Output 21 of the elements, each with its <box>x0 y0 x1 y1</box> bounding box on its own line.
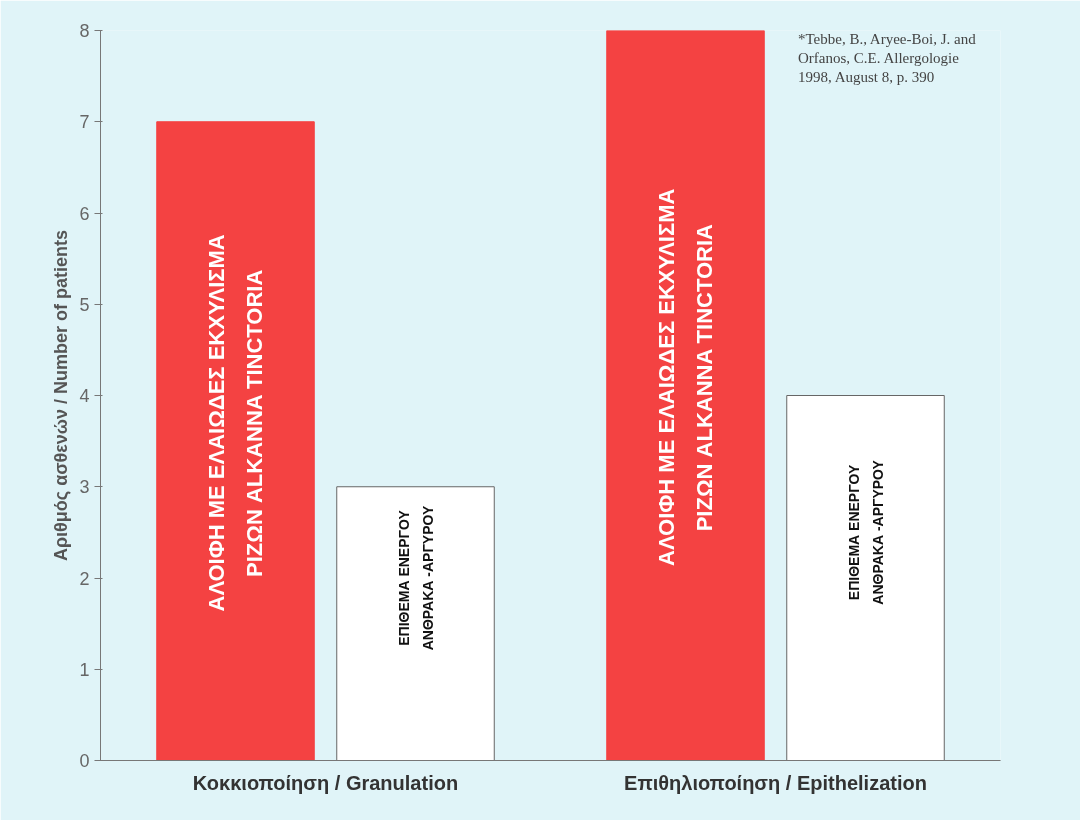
x-tick-label: Κοκκιοποίηση / Granulation <box>192 771 459 794</box>
y-tick-label: 8 <box>79 21 90 41</box>
text: ΕΠΙΘΕΜΑ ΕΝΕΡΓΟΥ ΑΝΘΡΑΚΑ -ΑΡΓΥΡΟΥ <box>845 460 886 605</box>
series-label: ΕΠΙΘΕΜΑ ΕΝΕΡΓΟΥ ΑΝΘΡΑΚΑ -ΑΡΓΥΡΟΥ <box>395 505 436 651</box>
y-tick-label: 4 <box>79 386 90 406</box>
bar <box>606 30 765 761</box>
bar <box>336 486 495 761</box>
y-tick-label: 6 <box>79 203 90 224</box>
y-tick-label: 5 <box>79 294 90 315</box>
y-tick-label: 2 <box>79 568 90 589</box>
y-tick-label: 1 <box>79 659 90 680</box>
annotation: *Tebbe, B., Aryee-Boi, J. and Orfanos, C.E. Allergologie 1998, August 8, p. 390 <box>798 30 977 85</box>
bar <box>786 395 945 761</box>
y-tick-label: 3 <box>79 477 90 498</box>
x-tick-label: Επιθηλιοποίηση / Epithelization <box>624 771 927 794</box>
y-tick-label: 0 <box>79 751 90 771</box>
bar <box>156 121 315 761</box>
y-tick-label: 7 <box>79 112 90 133</box>
series-label: ΑΛΟΙΦΗ ΜΕ ΕΛΑΙΩΔΕΣ ΕΚΧΥΛΙΣΜΑ ΡΙΖΩΝ ALKANNA TINCTORIA <box>204 234 267 612</box>
text: ΑΛΟΙΦΗ ΜΕ ΕΛΑΙΩΔΕΣ ΕΚΧΥΛΙΣΜΑ ΡΙΖΩΝ ALKANNA TINCTORIA <box>654 188 717 566</box>
y-axis-title: Αριθμός ασθενών / Number of patients <box>51 229 72 562</box>
